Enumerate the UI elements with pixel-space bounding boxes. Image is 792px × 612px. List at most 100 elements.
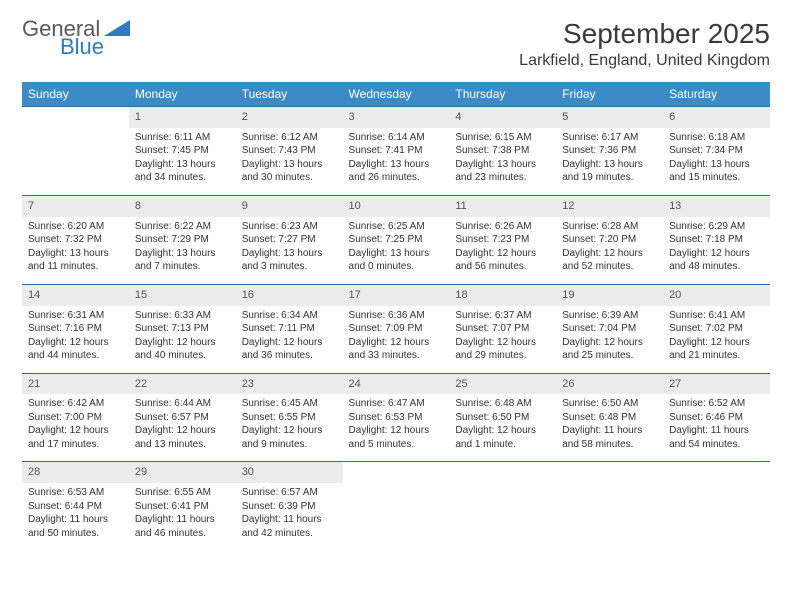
- daylight-line: Daylight: 12 hours and 17 minutes.: [28, 424, 123, 451]
- sunrise-line: Sunrise: 6:53 AM: [28, 486, 123, 500]
- day-content-cell: Sunrise: 6:53 AMSunset: 6:44 PMDaylight:…: [22, 483, 129, 550]
- sunset-line: Sunset: 6:39 PM: [242, 500, 337, 514]
- calendar-table: Sunday Monday Tuesday Wednesday Thursday…: [22, 82, 770, 550]
- daylight-line: Daylight: 12 hours and 36 minutes.: [242, 336, 337, 363]
- day-number-cell: 4: [449, 107, 556, 128]
- sunset-line: Sunset: 7:25 PM: [349, 233, 444, 247]
- sunrise-line: Sunrise: 6:20 AM: [28, 220, 123, 234]
- sunrise-line: Sunrise: 6:57 AM: [242, 486, 337, 500]
- day-number-cell: [449, 462, 556, 483]
- day-content-cell: Sunrise: 6:12 AMSunset: 7:43 PMDaylight:…: [236, 128, 343, 196]
- daynum-row: 123456: [22, 107, 770, 128]
- sunset-line: Sunset: 7:09 PM: [349, 322, 444, 336]
- day-number-cell: [556, 462, 663, 483]
- sunset-line: Sunset: 7:16 PM: [28, 322, 123, 336]
- daylight-line: Daylight: 13 hours and 34 minutes.: [135, 158, 230, 185]
- sunrise-line: Sunrise: 6:28 AM: [562, 220, 657, 234]
- sunrise-line: Sunrise: 6:22 AM: [135, 220, 230, 234]
- daynum-row: 14151617181920: [22, 284, 770, 305]
- sunset-line: Sunset: 7:27 PM: [242, 233, 337, 247]
- sunset-line: Sunset: 7:41 PM: [349, 144, 444, 158]
- day-content-cell: Sunrise: 6:55 AMSunset: 6:41 PMDaylight:…: [129, 483, 236, 550]
- sunrise-line: Sunrise: 6:44 AM: [135, 397, 230, 411]
- sunset-line: Sunset: 6:57 PM: [135, 411, 230, 425]
- daylight-line: Daylight: 11 hours and 42 minutes.: [242, 513, 337, 540]
- content-row: Sunrise: 6:20 AMSunset: 7:32 PMDaylight:…: [22, 217, 770, 285]
- daylight-line: Daylight: 13 hours and 26 minutes.: [349, 158, 444, 185]
- day-number-cell: 24: [343, 373, 450, 394]
- sunrise-line: Sunrise: 6:15 AM: [455, 131, 550, 145]
- day-content-cell: Sunrise: 6:39 AMSunset: 7:04 PMDaylight:…: [556, 306, 663, 374]
- sunrise-line: Sunrise: 6:41 AM: [669, 309, 764, 323]
- daylight-line: Daylight: 12 hours and 9 minutes.: [242, 424, 337, 451]
- day-number-cell: 5: [556, 107, 663, 128]
- daylight-line: Daylight: 13 hours and 11 minutes.: [28, 247, 123, 274]
- day-number-cell: 16: [236, 284, 343, 305]
- daylight-line: Daylight: 12 hours and 13 minutes.: [135, 424, 230, 451]
- sunrise-line: Sunrise: 6:25 AM: [349, 220, 444, 234]
- day-number-cell: 12: [556, 195, 663, 216]
- day-content-cell: [663, 483, 770, 550]
- day-content-cell: Sunrise: 6:41 AMSunset: 7:02 PMDaylight:…: [663, 306, 770, 374]
- day-number-cell: 3: [343, 107, 450, 128]
- sunset-line: Sunset: 7:43 PM: [242, 144, 337, 158]
- sunrise-line: Sunrise: 6:33 AM: [135, 309, 230, 323]
- day-content-cell: Sunrise: 6:23 AMSunset: 7:27 PMDaylight:…: [236, 217, 343, 285]
- sunrise-line: Sunrise: 6:39 AM: [562, 309, 657, 323]
- daylight-line: Daylight: 12 hours and 52 minutes.: [562, 247, 657, 274]
- day-number-cell: 28: [22, 462, 129, 483]
- sunset-line: Sunset: 6:46 PM: [669, 411, 764, 425]
- sunset-line: Sunset: 7:20 PM: [562, 233, 657, 247]
- day-content-cell: Sunrise: 6:28 AMSunset: 7:20 PMDaylight:…: [556, 217, 663, 285]
- sunset-line: Sunset: 7:11 PM: [242, 322, 337, 336]
- day-number-cell: [343, 462, 450, 483]
- daylight-line: Daylight: 12 hours and 21 minutes.: [669, 336, 764, 363]
- day-number-cell: 21: [22, 373, 129, 394]
- day-number-cell: 8: [129, 195, 236, 216]
- day-number-cell: [22, 107, 129, 128]
- day-number-cell: 15: [129, 284, 236, 305]
- day-content-cell: Sunrise: 6:36 AMSunset: 7:09 PMDaylight:…: [343, 306, 450, 374]
- day-content-cell: Sunrise: 6:22 AMSunset: 7:29 PMDaylight:…: [129, 217, 236, 285]
- content-row: Sunrise: 6:11 AMSunset: 7:45 PMDaylight:…: [22, 128, 770, 196]
- sunrise-line: Sunrise: 6:29 AM: [669, 220, 764, 234]
- day-content-cell: Sunrise: 6:20 AMSunset: 7:32 PMDaylight:…: [22, 217, 129, 285]
- daylight-line: Daylight: 11 hours and 46 minutes.: [135, 513, 230, 540]
- day-number-cell: 10: [343, 195, 450, 216]
- day-content-cell: [22, 128, 129, 196]
- sunset-line: Sunset: 7:45 PM: [135, 144, 230, 158]
- sunrise-line: Sunrise: 6:18 AM: [669, 131, 764, 145]
- day-content-cell: Sunrise: 6:52 AMSunset: 6:46 PMDaylight:…: [663, 394, 770, 462]
- daylight-line: Daylight: 12 hours and 44 minutes.: [28, 336, 123, 363]
- sunset-line: Sunset: 7:38 PM: [455, 144, 550, 158]
- weekday-header: Sunday: [22, 82, 129, 107]
- day-number-cell: 2: [236, 107, 343, 128]
- daynum-row: 78910111213: [22, 195, 770, 216]
- weekday-header: Wednesday: [343, 82, 450, 107]
- sunset-line: Sunset: 6:41 PM: [135, 500, 230, 514]
- sunset-line: Sunset: 7:34 PM: [669, 144, 764, 158]
- daylight-line: Daylight: 11 hours and 58 minutes.: [562, 424, 657, 451]
- day-number-cell: 9: [236, 195, 343, 216]
- content-row: Sunrise: 6:53 AMSunset: 6:44 PMDaylight:…: [22, 483, 770, 550]
- content-row: Sunrise: 6:42 AMSunset: 7:00 PMDaylight:…: [22, 394, 770, 462]
- weekday-header: Friday: [556, 82, 663, 107]
- sunrise-line: Sunrise: 6:47 AM: [349, 397, 444, 411]
- day-number-cell: 17: [343, 284, 450, 305]
- weekday-header: Monday: [129, 82, 236, 107]
- day-content-cell: Sunrise: 6:25 AMSunset: 7:25 PMDaylight:…: [343, 217, 450, 285]
- daylight-line: Daylight: 13 hours and 19 minutes.: [562, 158, 657, 185]
- sunset-line: Sunset: 6:55 PM: [242, 411, 337, 425]
- day-number-cell: 1: [129, 107, 236, 128]
- day-content-cell: Sunrise: 6:37 AMSunset: 7:07 PMDaylight:…: [449, 306, 556, 374]
- day-number-cell: [663, 462, 770, 483]
- day-content-cell: Sunrise: 6:26 AMSunset: 7:23 PMDaylight:…: [449, 217, 556, 285]
- day-number-cell: 11: [449, 195, 556, 216]
- day-content-cell: [556, 483, 663, 550]
- day-number-cell: 30: [236, 462, 343, 483]
- month-title: September 2025: [519, 18, 770, 50]
- daylight-line: Daylight: 11 hours and 50 minutes.: [28, 513, 123, 540]
- sunrise-line: Sunrise: 6:14 AM: [349, 131, 444, 145]
- day-number-cell: 26: [556, 373, 663, 394]
- sunset-line: Sunset: 7:23 PM: [455, 233, 550, 247]
